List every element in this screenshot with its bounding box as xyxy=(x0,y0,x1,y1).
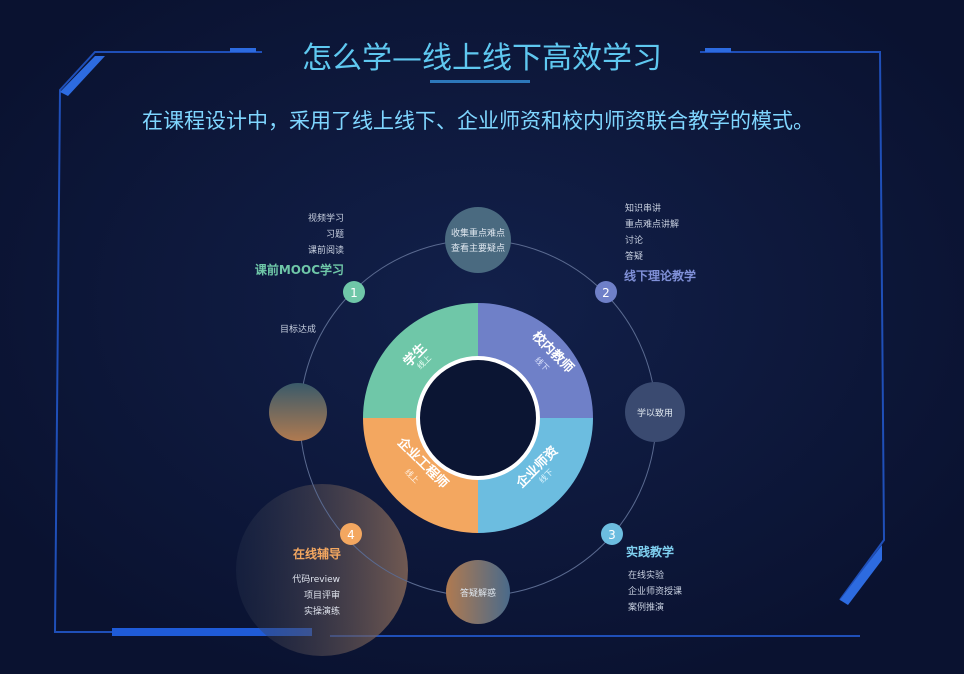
page-title: 怎么学—线上线下高效学习 xyxy=(302,41,662,76)
stage-number: 3 xyxy=(608,528,616,542)
role-ring xyxy=(363,303,593,533)
stage-item: 实操演练 xyxy=(304,605,340,617)
stage-item: 课前阅读 xyxy=(308,244,344,256)
decorative-circle xyxy=(236,484,408,656)
stage-item: 讨论 xyxy=(625,234,643,246)
bubble-left xyxy=(269,383,327,441)
stage-item: 案例推演 xyxy=(628,601,664,613)
ring-segment-industry xyxy=(478,418,593,533)
stage-item: 重点难点讲解 xyxy=(625,218,679,230)
ring-segment-student xyxy=(363,303,478,418)
stage-item: 在线实验 xyxy=(628,569,664,581)
stage-item: 知识串讲 xyxy=(625,202,661,214)
stage-item: 代码review xyxy=(292,574,340,585)
bubble-bottom xyxy=(446,560,510,624)
stage-item: 企业师资授课 xyxy=(628,585,682,597)
bubble-label: 目标达成 xyxy=(280,323,316,335)
ring-segment-engineer xyxy=(363,418,478,533)
bubble-text: 学以致用 xyxy=(637,407,673,419)
stage-item: 视频学习 xyxy=(308,212,344,224)
page-subtitle: 在课程设计中，采用了线上线下、企业师资和校内师资联合教学的模式。 xyxy=(142,109,814,133)
bubble-top xyxy=(445,207,511,273)
stage-badge-2 xyxy=(595,281,617,303)
frame-accent xyxy=(840,545,882,605)
stage-badge-3 xyxy=(601,523,623,545)
bubble-text: 答疑解惑 xyxy=(460,587,496,599)
stage-item: 答疑 xyxy=(625,250,643,262)
stage-title: 实践教学 xyxy=(626,544,674,559)
stage-item: 项目评审 xyxy=(304,589,340,601)
stage-title: 在线辅导 xyxy=(293,546,341,561)
frame-accent xyxy=(60,56,105,96)
stage-number: 1 xyxy=(350,286,358,300)
stage-number: 2 xyxy=(602,286,610,300)
bubble-text: 收集重点难点 xyxy=(451,227,505,239)
bubble-right xyxy=(625,382,685,442)
bubble-text: 查看主要疑点 xyxy=(451,242,505,254)
stage-title: 线下理论教学 xyxy=(624,268,696,283)
stage-title: 课前MOOC学习 xyxy=(255,262,344,277)
stage-item: 习题 xyxy=(326,229,344,240)
stage-badge-4 xyxy=(340,523,362,545)
stage-number: 4 xyxy=(347,528,355,542)
frame xyxy=(53,51,886,637)
ring-segment-teacher xyxy=(478,303,593,418)
stage-badge-1 xyxy=(343,281,365,303)
frame-accent xyxy=(112,628,312,636)
